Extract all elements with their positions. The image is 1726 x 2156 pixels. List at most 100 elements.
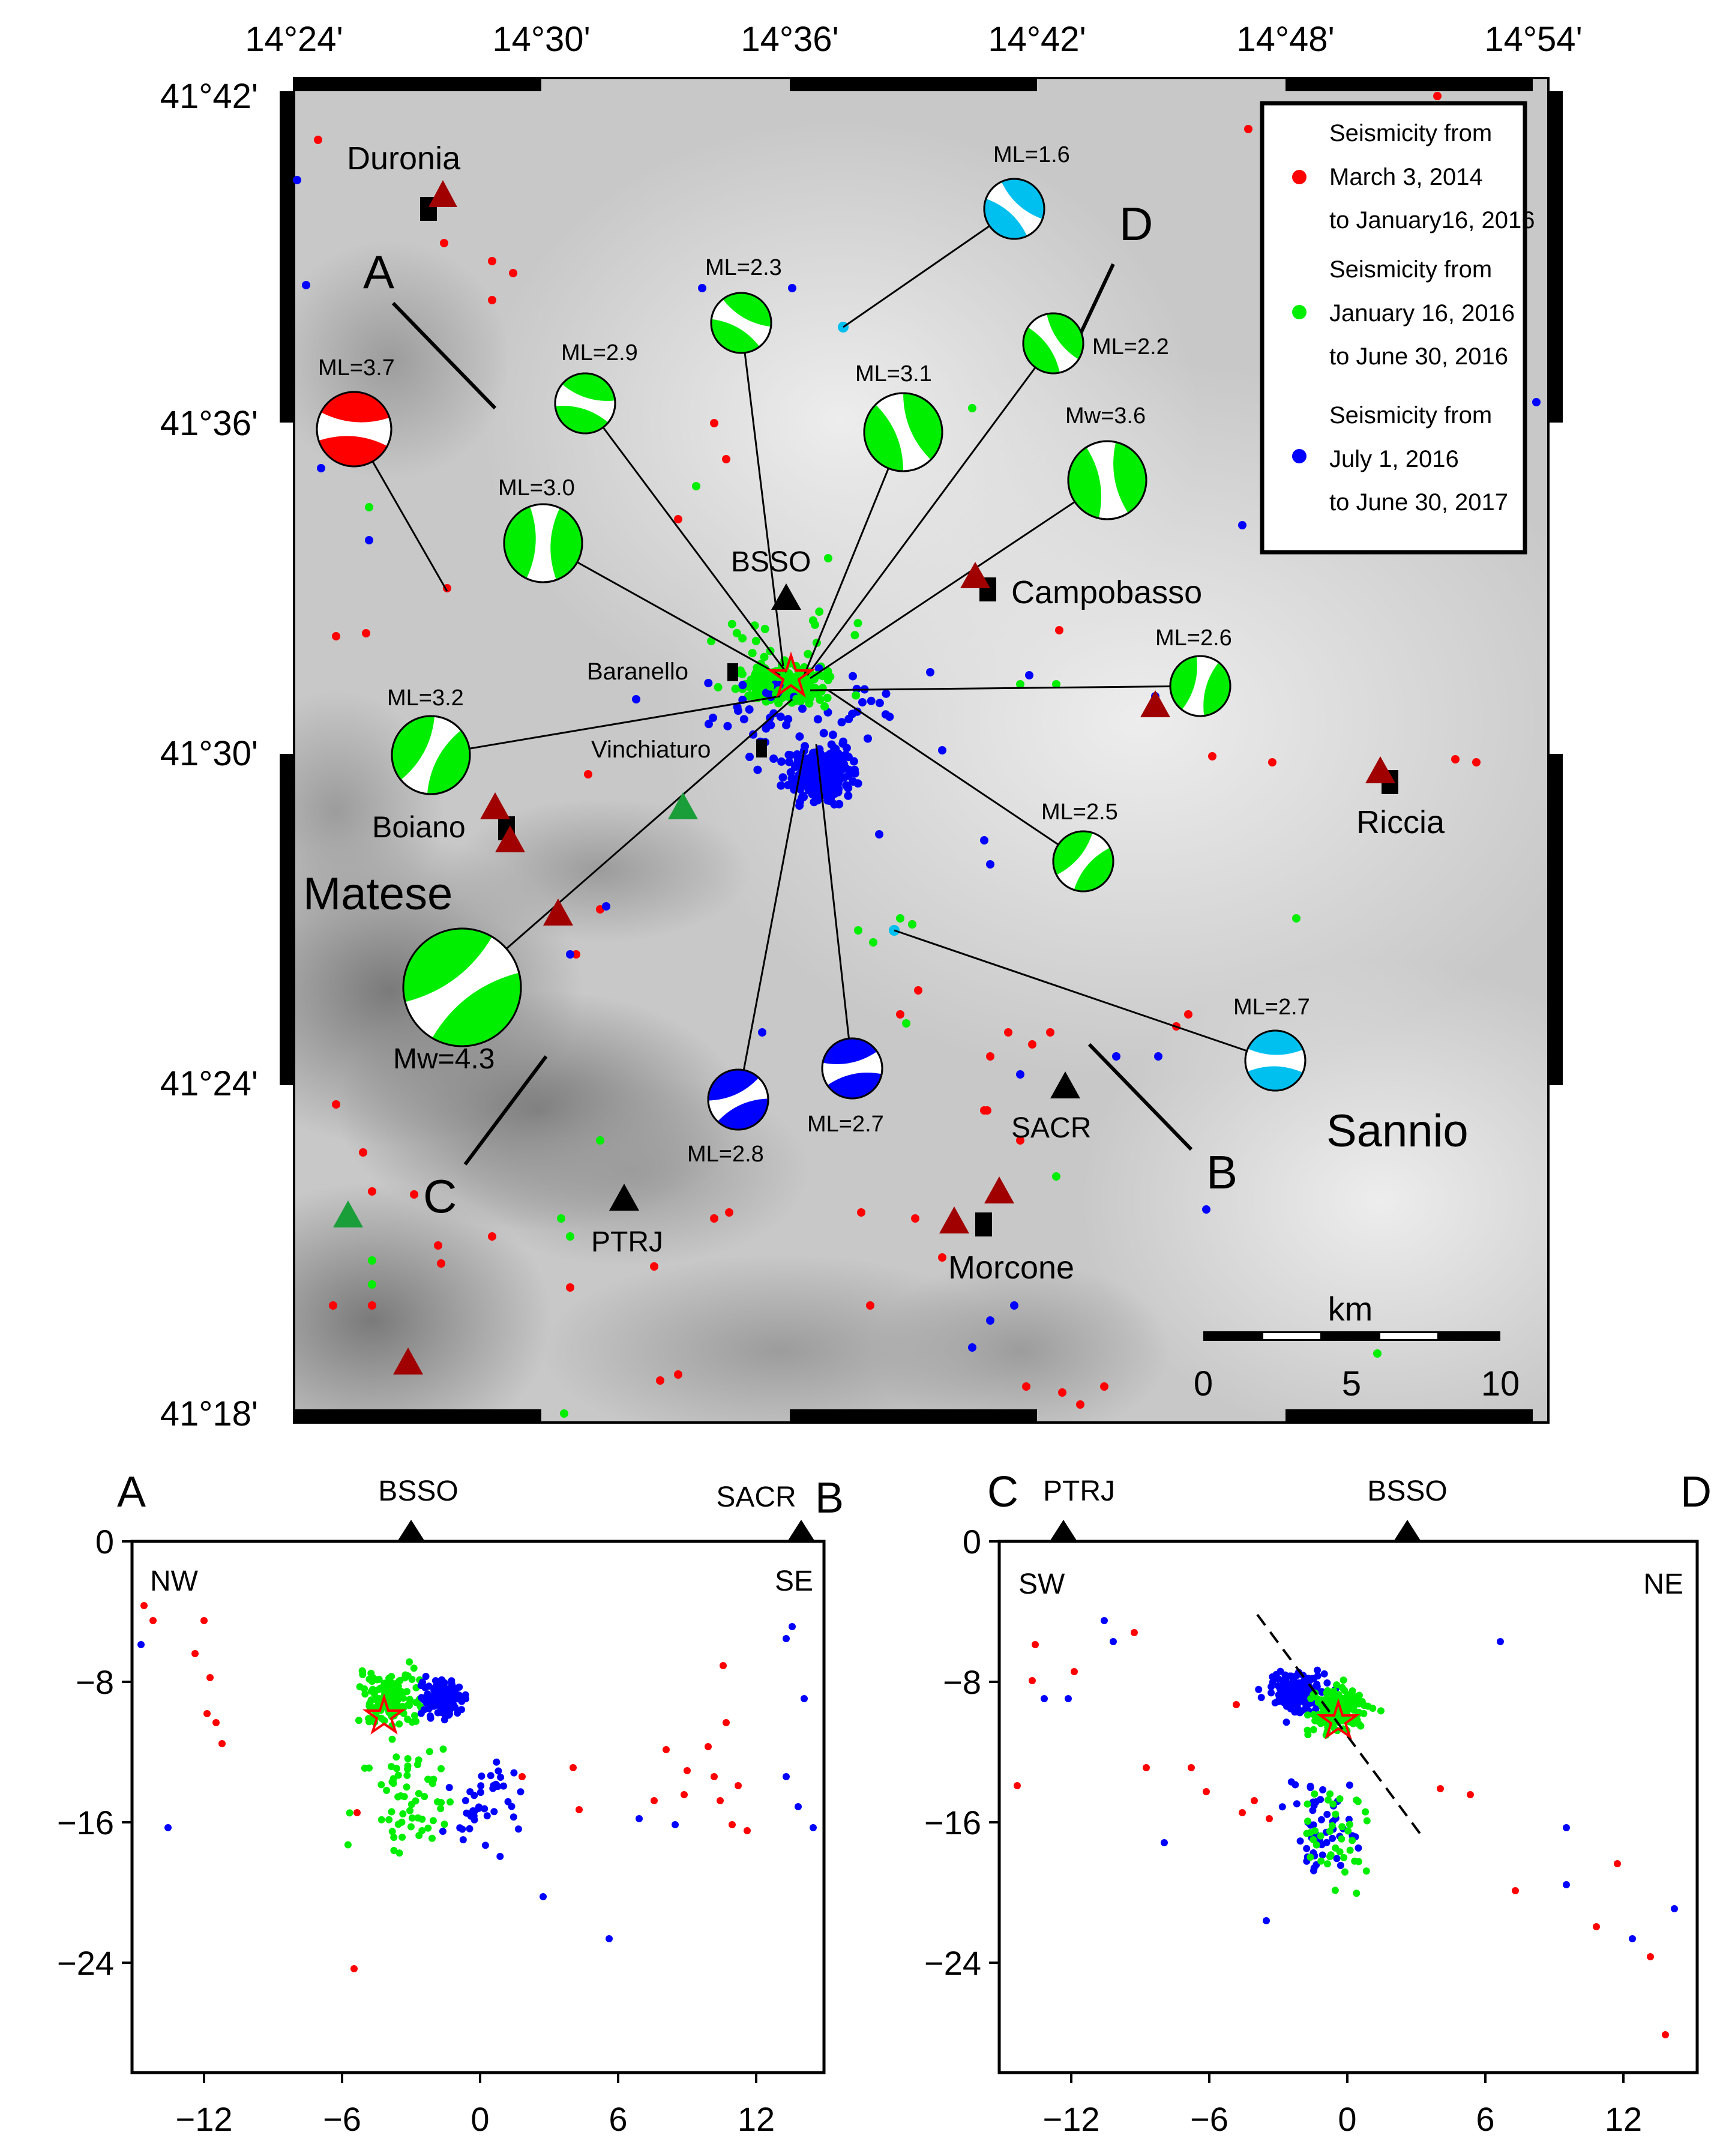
event-dot: [1311, 1717, 1319, 1724]
event-dot: [404, 1755, 412, 1762]
event-dot: [1563, 1881, 1570, 1888]
event-dot: [424, 1775, 432, 1783]
event-dot: [769, 754, 778, 763]
event-dot: [875, 699, 884, 708]
event-dot: [1032, 1641, 1039, 1648]
event-dot: [842, 744, 851, 753]
event-dot: [1349, 1720, 1357, 1727]
event-dot: [748, 649, 757, 658]
station-sacr-icon: [1050, 1071, 1080, 1098]
hypocenter-star-icon: [362, 1693, 406, 1735]
event-dot: [410, 1190, 418, 1199]
event-dot: [1341, 1868, 1349, 1876]
event-dot: [784, 750, 793, 759]
place-label-boiano: Boiano: [372, 810, 466, 844]
event-dot: [810, 620, 819, 629]
event-dot: [1296, 1837, 1304, 1845]
event-dot: [1314, 1699, 1322, 1706]
event-dot: [1304, 1726, 1311, 1734]
event-dot: [332, 632, 340, 640]
event-dot: [441, 1820, 448, 1828]
event-dot: [818, 672, 827, 681]
event-dot: [380, 1717, 388, 1724]
event-dot: [745, 753, 754, 761]
event-dot: [1314, 1666, 1322, 1674]
event-dot: [850, 631, 859, 640]
event-dot: [1563, 1824, 1570, 1831]
event-dot: [1363, 1817, 1371, 1825]
event-dot: [1532, 398, 1541, 406]
event-dot: [1278, 1803, 1286, 1811]
event-dot: [426, 1712, 434, 1720]
event-dot: [1319, 1851, 1326, 1859]
event-dot: [437, 1805, 445, 1813]
event-dot: [849, 672, 857, 681]
event-dot: [825, 751, 834, 760]
event-dot: [408, 1675, 416, 1683]
event-dot: [1309, 1807, 1317, 1814]
event-dot: [466, 1825, 474, 1832]
event-dot: [356, 1683, 364, 1691]
scale-tick: 10: [1481, 1364, 1520, 1403]
event-dot: [882, 689, 891, 698]
event-dot: [510, 1769, 518, 1777]
event-dot: [815, 607, 824, 616]
event-dot: [576, 1806, 583, 1813]
x-tick: −6: [1190, 2100, 1228, 2138]
event-dot: [810, 1824, 817, 1831]
event-dot: [1338, 1823, 1346, 1831]
event-dot: [938, 746, 946, 754]
event-dot: [828, 730, 837, 739]
event-dot: [986, 1316, 994, 1325]
legend-swatch-red: [1292, 170, 1307, 184]
event-dot: [1263, 1917, 1270, 1924]
mechanism-label: Mw=3.6: [1065, 403, 1146, 429]
event-dot: [456, 1824, 464, 1832]
event-dot: [911, 1214, 919, 1223]
event-dot: [684, 1767, 691, 1774]
event-dot: [1100, 1382, 1108, 1391]
event-dot: [792, 694, 801, 703]
event-dot: [463, 1809, 471, 1817]
event-dot: [1353, 1890, 1361, 1897]
place-label-baranello: Baranello: [587, 658, 688, 685]
event-dot: [834, 780, 842, 789]
event-dot: [302, 281, 310, 289]
mainshock-star-icon: [766, 651, 816, 698]
event-dot: [403, 1688, 410, 1696]
event-dot: [421, 1793, 428, 1801]
event-dot: [406, 1696, 413, 1703]
event-dot: [442, 1713, 450, 1721]
station-ptrj-icon: [1050, 1520, 1077, 1541]
y-tick: −8: [76, 1663, 114, 1701]
event-dot: [1251, 1797, 1258, 1804]
event-dot: [408, 1814, 416, 1822]
focal-mechanism-icon: [1244, 1029, 1307, 1092]
event-dot: [1293, 1681, 1301, 1689]
event-dot: [808, 790, 817, 799]
event-dot: [415, 1756, 422, 1764]
event-dot: [1332, 1810, 1340, 1818]
event-dot: [1319, 1786, 1327, 1793]
event-dot: [858, 698, 867, 706]
corner-label: NE: [1643, 1568, 1683, 1600]
map-panel: 14°24' 14°30' 14°36' 14°42' 14°48' 14°54…: [160, 20, 1583, 1433]
event-dot: [795, 1803, 802, 1810]
event-dot: [705, 720, 713, 729]
event-dot: [445, 1784, 453, 1792]
event-dot: [1274, 1682, 1282, 1690]
event-dot: [203, 1710, 211, 1717]
event-dot: [1593, 1923, 1600, 1930]
event-dot: [365, 503, 373, 511]
profile-end-a: A: [363, 245, 394, 298]
event-dot: [329, 1301, 337, 1310]
event-dot: [410, 1712, 418, 1720]
event-dot: [853, 707, 862, 716]
event-dot: [705, 1743, 712, 1750]
section-ab-axes: [122, 1540, 757, 2083]
event-dot: [422, 1673, 430, 1680]
event-dot: [813, 715, 822, 724]
event-dot: [488, 257, 496, 265]
event-dot: [1647, 1953, 1654, 1960]
